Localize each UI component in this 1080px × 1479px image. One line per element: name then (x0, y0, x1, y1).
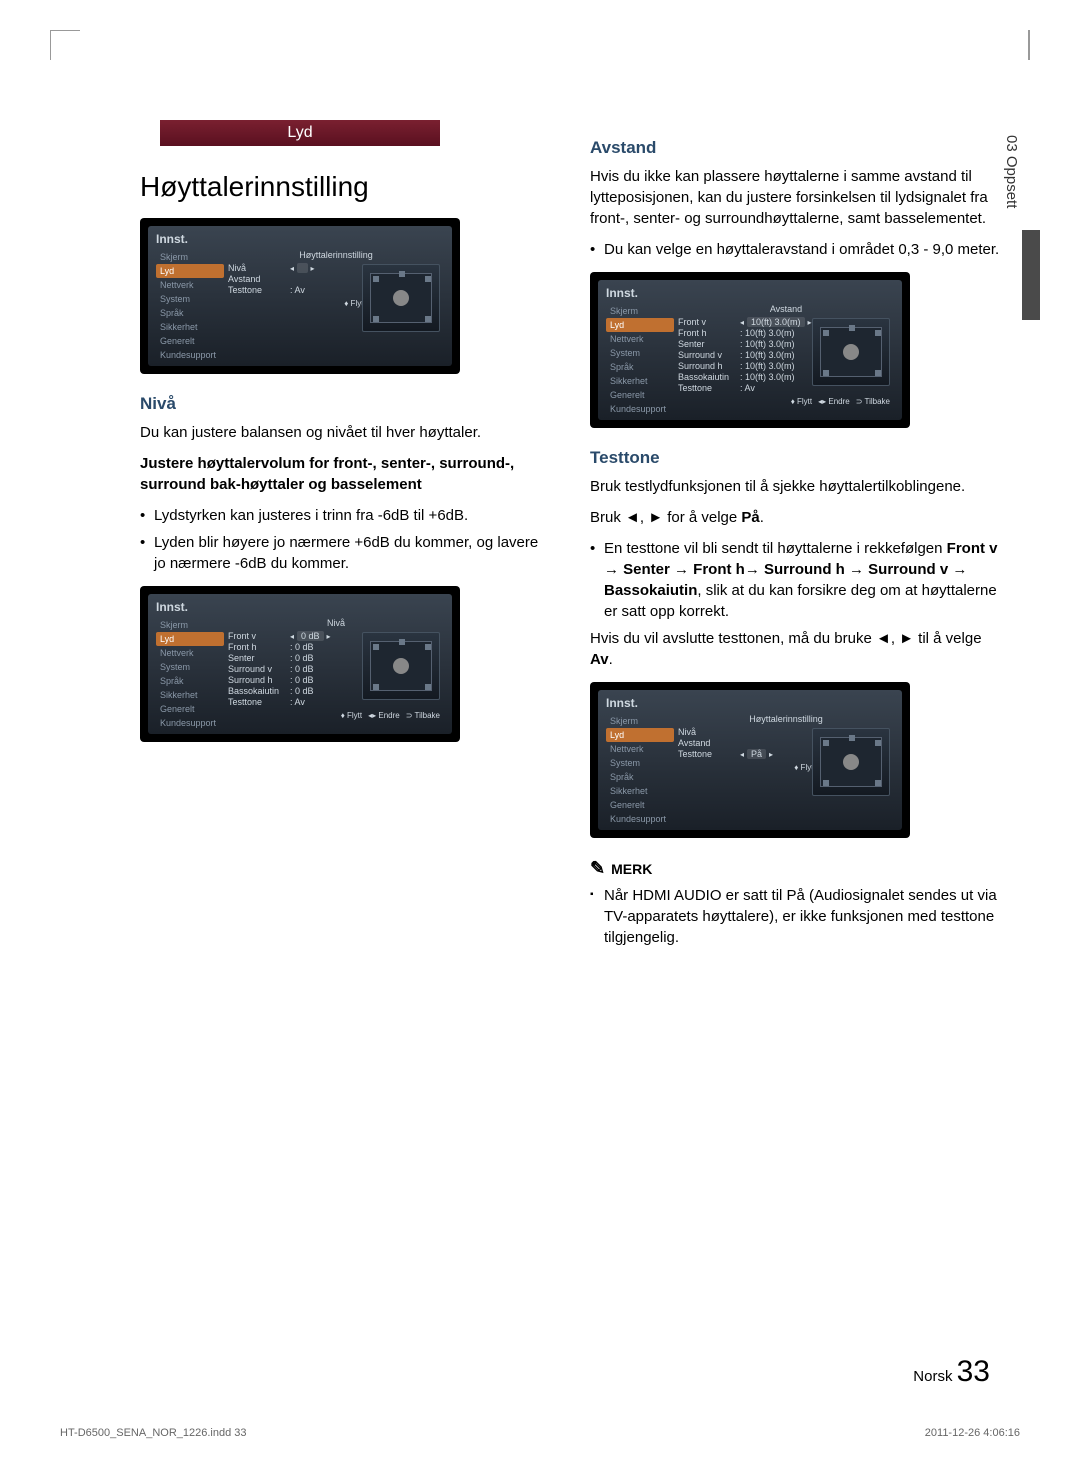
testtone-p1: Bruk testlydfunksjonen til å sjekke høyt… (590, 476, 1000, 497)
osd-menu-item[interactable]: Språk (606, 360, 674, 374)
osd-menu-item[interactable]: System (156, 292, 224, 306)
testtone-p2: Bruk ◄, ► for å velge På. (590, 507, 1000, 528)
avstand-p1: Hvis du ikke kan plassere høyttalerne i … (590, 166, 1000, 229)
left-column: Lyd Høyttalerinnstilling Innst.SkjermLyd… (140, 120, 550, 954)
osd-panel-4: Innst.SkjermLydNettverkSystemSpråkSikker… (590, 682, 910, 838)
page-title: Høyttalerinnstilling (140, 171, 550, 203)
avstand-bullet-1: Du kan velge en høyttaleravstand i områd… (590, 239, 1000, 260)
osd-menu-item[interactable]: Skjerm (156, 618, 224, 632)
osd-menu-item[interactable]: Nettverk (156, 278, 224, 292)
footer-timestamp: 2011-12-26 4:06:16 (925, 1427, 1020, 1439)
osd-menu-item[interactable]: Kundesupport (156, 716, 224, 730)
osd-menu-item[interactable]: Nettverk (156, 646, 224, 660)
footer-filename: HT-D6500_SENA_NOR_1226.indd 33 (60, 1427, 247, 1439)
osd-menu-item[interactable]: System (156, 660, 224, 674)
nivaa-bullet-2: Lyden blir høyere jo nærmere +6dB du kom… (140, 532, 550, 574)
osd-menu-item[interactable]: Sikkerhet (156, 688, 224, 702)
thumb-tab (1022, 230, 1040, 320)
osd-menu-item[interactable]: Lyd (156, 632, 224, 646)
osd-menu-item[interactable]: Lyd (606, 318, 674, 332)
osd-panel-1: Innst.SkjermLydNettverkSystemSpråkSikker… (140, 218, 460, 374)
osd-menu-item[interactable]: System (606, 346, 674, 360)
note-heading: ✎ MERK (590, 858, 1000, 879)
note-icon: ✎ (590, 858, 605, 879)
osd-menu-item[interactable]: Sikkerhet (156, 320, 224, 334)
osd-menu-item[interactable]: Lyd (156, 264, 224, 278)
osd-panel-3: Innst.SkjermLydNettverkSystemSpråkSikker… (590, 272, 910, 428)
nivaa-p1: Du kan justere balansen og nivået til hv… (140, 422, 550, 443)
osd-menu-item[interactable]: Kundesupport (606, 812, 674, 826)
osd-menu-item[interactable]: Kundesupport (156, 348, 224, 362)
osd-menu-item[interactable]: Skjerm (156, 250, 224, 264)
osd-menu-item[interactable]: Generelt (156, 334, 224, 348)
testtone-bullet-1: En testtone vil bli sendt til høyttalern… (590, 538, 1000, 622)
osd-menu-item[interactable]: Sikkerhet (606, 374, 674, 388)
osd-menu-item[interactable]: Nettverk (606, 742, 674, 756)
osd-menu-item[interactable]: Generelt (606, 798, 674, 812)
section-tab: 03 Oppsett (1003, 135, 1020, 208)
nivaa-bullet-1: Lydstyrken kan justeres i trinn fra -6dB… (140, 505, 550, 526)
osd-menu-item[interactable]: Språk (156, 674, 224, 688)
lyd-heading: Lyd (160, 120, 440, 146)
osd-menu-item[interactable]: Kundesupport (606, 402, 674, 416)
crop-mark-left (50, 30, 80, 60)
osd-menu-item[interactable]: Lyd (606, 728, 674, 742)
osd-menu-item[interactable]: Sikkerhet (606, 784, 674, 798)
osd-menu-item[interactable]: Språk (156, 306, 224, 320)
page-number: Norsk 33 (913, 1355, 990, 1389)
osd-menu-item[interactable]: Språk (606, 770, 674, 784)
osd-menu-item[interactable]: Generelt (606, 388, 674, 402)
osd-panel-2: Innst.SkjermLydNettverkSystemSpråkSikker… (140, 586, 460, 742)
nivaa-p2: Justere høyttalervolum for front-, sente… (140, 453, 550, 495)
testtone-p3: Hvis du vil avslutte testtonen, må du br… (590, 628, 1000, 670)
osd-menu-item[interactable]: Generelt (156, 702, 224, 716)
osd-menu-item[interactable]: Skjerm (606, 714, 674, 728)
osd-menu-item[interactable]: Nettverk (606, 332, 674, 346)
osd-menu-item[interactable]: System (606, 756, 674, 770)
right-column: Avstand Hvis du ikke kan plassere høytta… (590, 120, 1000, 954)
nivaa-title: Nivå (140, 394, 550, 414)
crop-mark-right (1028, 30, 1030, 60)
testtone-title: Testtone (590, 448, 1000, 468)
note-bullet-1: Når HDMI AUDIO er satt til På (Audiosign… (590, 885, 1000, 948)
osd-menu-item[interactable]: Skjerm (606, 304, 674, 318)
avstand-title: Avstand (590, 138, 1000, 158)
